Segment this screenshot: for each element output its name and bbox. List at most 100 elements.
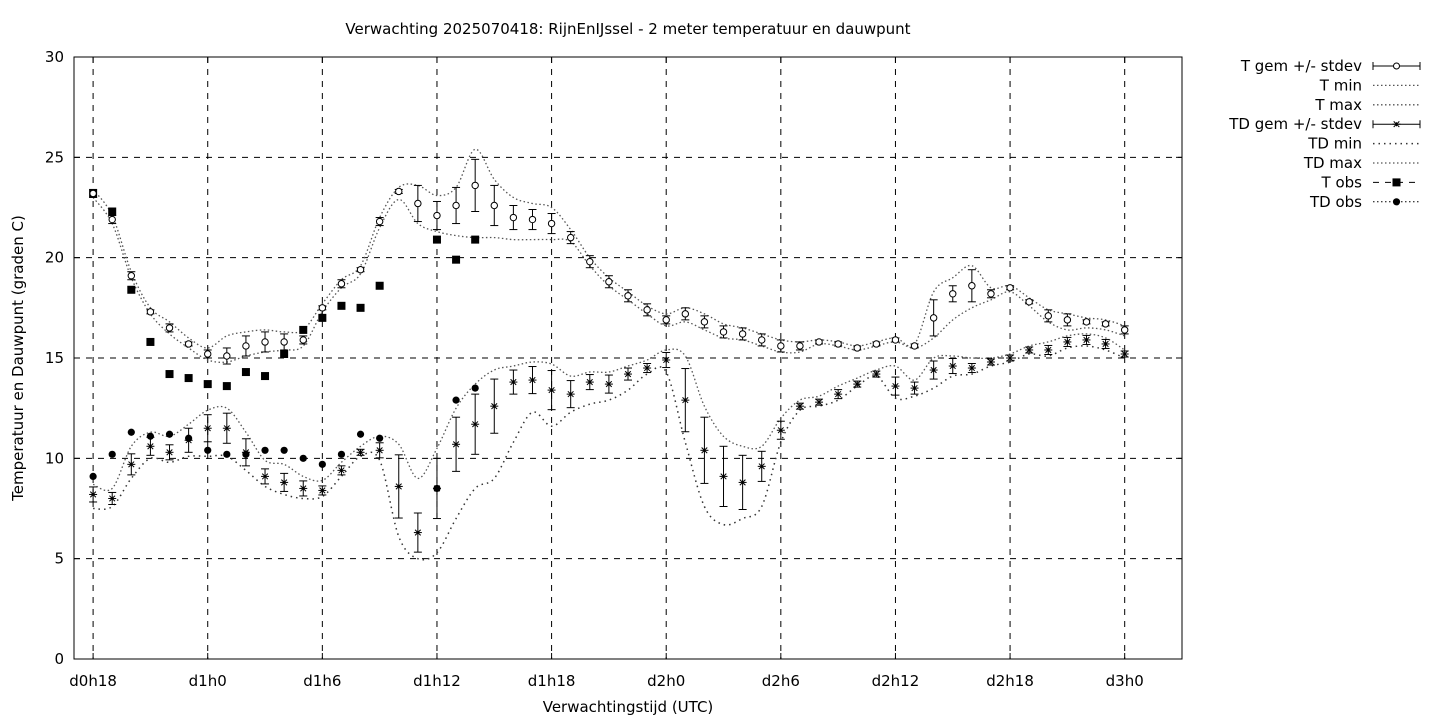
td-mean-point — [509, 378, 518, 386]
td-obs-point — [356, 430, 365, 438]
legend-label: TD min — [1307, 135, 1362, 153]
td-mean-point — [108, 495, 117, 502]
td-mean-point — [165, 449, 174, 456]
t-obs-point — [127, 285, 136, 294]
t-obs-point — [356, 303, 365, 312]
td-mean-point — [986, 358, 995, 366]
t-mean-point — [471, 181, 479, 190]
y-tick-label: 20 — [45, 249, 64, 267]
td-mean-point — [948, 362, 957, 370]
t-mean-point — [452, 201, 460, 210]
legend-item: T obs — [1321, 173, 1420, 191]
td-obs-point — [127, 428, 135, 436]
td-obs-point — [204, 446, 212, 454]
t-mean-point — [872, 340, 881, 348]
td-mean-point — [853, 380, 862, 388]
t-obs-point — [299, 325, 308, 334]
td-mean-point — [834, 390, 843, 398]
legend-item: T gem +/- stdev — [1240, 57, 1421, 75]
t-mean-point — [891, 336, 900, 344]
t-obs-point — [184, 374, 193, 383]
td-mean-point — [929, 366, 938, 374]
legend-item: TD obs — [1309, 193, 1420, 211]
td-mean-point — [127, 461, 136, 468]
td-mean-point — [452, 441, 461, 448]
td-mean-point — [624, 370, 632, 378]
td-obs-point — [146, 432, 155, 440]
t-mean-point — [318, 304, 327, 312]
t-obs-point — [318, 313, 327, 322]
td-mean-point — [337, 467, 346, 474]
td-obs-point — [165, 430, 174, 438]
t-mean-point — [127, 272, 136, 280]
t-mean-point — [490, 201, 498, 210]
y-axis-label: Temperatuur en Dauwpunt (graden C) — [9, 215, 27, 502]
t-obs-point — [452, 255, 461, 264]
td-mean-point — [1044, 346, 1053, 354]
t-mean-point — [643, 306, 651, 314]
t-mean-point — [987, 290, 995, 298]
t-mean-point — [108, 215, 116, 224]
td-mean-point — [1025, 346, 1034, 354]
td-mean-point — [222, 425, 231, 432]
t-obs-point — [241, 368, 250, 377]
t-mean-point — [910, 342, 919, 350]
td-mean-point — [967, 364, 976, 372]
t-mean-point — [700, 318, 709, 326]
t-mean-point — [414, 199, 422, 208]
t-obs-point — [222, 382, 231, 391]
legend-label: TD max — [1303, 154, 1362, 172]
td-obs-point — [471, 384, 479, 392]
legend-item: T min — [1319, 76, 1420, 94]
legend-marker — [1393, 62, 1400, 70]
t-mean-point — [758, 336, 766, 344]
t-mean-point — [528, 215, 537, 224]
band-layer — [92, 148, 1126, 561]
legend-label: TD obs — [1309, 193, 1362, 211]
td-mean-point — [146, 443, 155, 450]
t-mean-point — [356, 266, 365, 274]
t-mean-point — [509, 213, 518, 222]
legend-item: TD max — [1303, 154, 1420, 172]
td-mean-point — [184, 437, 193, 444]
t-mean-point — [815, 338, 823, 346]
t-obs-point — [165, 370, 174, 379]
x-tick-label: d1h0 — [189, 672, 227, 690]
t-mean-point — [853, 344, 861, 352]
series-line-t-min — [92, 197, 1125, 363]
x-tick-label: d1h18 — [528, 672, 576, 690]
td-mean-point — [700, 447, 709, 454]
legend-item: TD min — [1307, 135, 1420, 153]
t-mean-point — [1025, 298, 1033, 306]
y-tick-label: 5 — [54, 550, 64, 568]
td-obs-point — [89, 472, 97, 480]
t-mean-point — [1063, 316, 1072, 324]
x-tick-label: d3h0 — [1106, 672, 1144, 690]
td-mean-point — [318, 487, 327, 494]
t-mean-point — [337, 280, 346, 288]
td-mean-point — [528, 376, 537, 384]
x-tick-label: d1h6 — [303, 672, 341, 690]
td-mean-point — [1082, 336, 1091, 344]
td-obs-point — [280, 446, 288, 454]
td-mean-point — [910, 384, 919, 392]
td-obs-point — [318, 460, 326, 468]
t-mean-point — [834, 340, 842, 348]
td-mean-point — [356, 449, 365, 456]
t-mean-point — [547, 219, 556, 228]
t-obs-point — [471, 235, 480, 244]
x-tick-label: d2h0 — [647, 672, 685, 690]
td-mean-point — [413, 529, 422, 536]
x-tick-label: d1h12 — [413, 672, 461, 690]
legend-label: T obs — [1321, 173, 1363, 191]
legend-label: T min — [1319, 76, 1362, 94]
t-mean-point — [261, 338, 269, 346]
td-mean-point — [280, 479, 289, 486]
td-mean-point — [891, 382, 900, 390]
y-tick-label: 25 — [45, 148, 64, 166]
t-mean-point — [681, 310, 690, 318]
legend-label: T max — [1314, 96, 1362, 114]
x-tick-label: d2h12 — [872, 672, 920, 690]
legend-marker — [1392, 121, 1401, 128]
